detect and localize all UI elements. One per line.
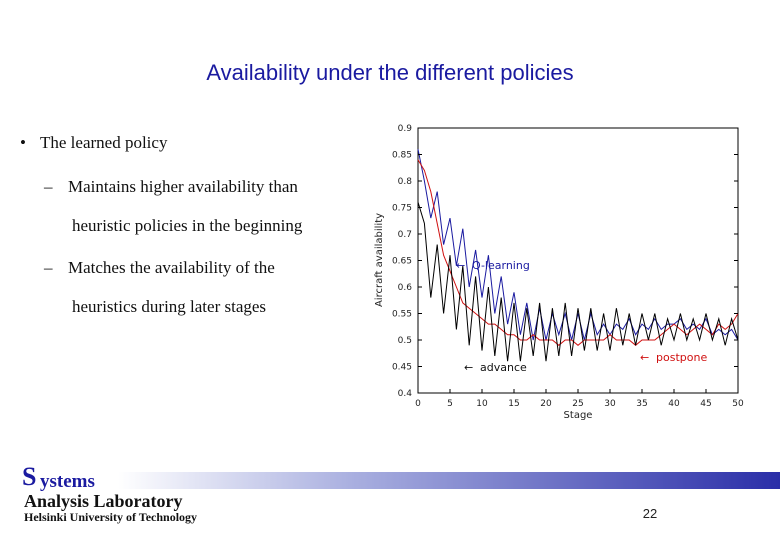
page-number: 22 bbox=[642, 506, 658, 521]
annotation-postpone-label: postpone bbox=[656, 351, 707, 364]
logo-word: ystems bbox=[40, 471, 95, 492]
y-tick-label: 0.65 bbox=[392, 257, 412, 267]
y-tick-label: 0.7 bbox=[398, 230, 412, 240]
arrow-left-icon: ← bbox=[464, 361, 473, 374]
y-axis-label: Aircraft availability bbox=[374, 213, 385, 307]
y-tick-label: 0.85 bbox=[392, 151, 412, 161]
lab-name: Analysis Laboratory bbox=[24, 491, 183, 511]
availability-chart: 0.4 0.45 0.5 0.55 0.6 0.65 0.7 0.75 0.8 0.85 0.9 0… bbox=[374, 124, 744, 421]
annotation-postpone: ← postpone bbox=[640, 351, 707, 364]
sub-bullet-2-line2: heuristics during later stages bbox=[72, 297, 267, 316]
x-tick-label: 10 bbox=[476, 399, 488, 409]
x-tick-label: 35 bbox=[636, 399, 647, 409]
dash-icon: – bbox=[44, 177, 53, 196]
y-tick-label: 0.6 bbox=[398, 283, 413, 293]
y-tick-label: 0.75 bbox=[392, 204, 412, 214]
series-line-q-learning bbox=[417, 149, 739, 341]
x-tick-label: 5 bbox=[447, 399, 453, 409]
x-tick-label: 0 bbox=[415, 399, 421, 409]
y-tick-label: 0.4 bbox=[398, 389, 413, 399]
annotation-q-learning-label: Q-learning bbox=[472, 259, 530, 272]
annotation-advance: ← advance bbox=[464, 361, 527, 374]
sub-bullet-2-line1: Matches the availability of the bbox=[68, 258, 275, 277]
annotation-q-learning: ← Q-learning bbox=[456, 259, 530, 272]
x-tick-label: 45 bbox=[700, 399, 711, 409]
x-tick-label: 20 bbox=[540, 399, 552, 409]
sub-bullet-1-line2: heuristic policies in the beginning bbox=[72, 216, 303, 235]
x-tick-label: 15 bbox=[508, 399, 519, 409]
arrow-left-icon: ← bbox=[456, 259, 465, 272]
bullet-list: • The learned policy – Maintains higher av… bbox=[0, 0, 360, 340]
dash-icon: – bbox=[44, 258, 53, 277]
footer-gradient-bar bbox=[118, 472, 780, 489]
logo-initial: S bbox=[22, 462, 37, 491]
y-tick-label: 0.55 bbox=[392, 310, 412, 320]
x-tick-label: 40 bbox=[668, 399, 680, 409]
x-tick-label: 25 bbox=[572, 399, 583, 409]
bullet-text: The learned policy bbox=[40, 133, 168, 152]
y-tick-label: 0.9 bbox=[398, 124, 413, 134]
bullet-dot-icon: • bbox=[20, 133, 26, 152]
sub-bullet-1: – Maintains higher availability than bbox=[44, 177, 298, 197]
y-tick-label: 0.5 bbox=[398, 336, 412, 346]
x-tick-label: 50 bbox=[732, 399, 744, 409]
y-tick-label: 0.45 bbox=[392, 363, 412, 373]
series-line-advance bbox=[417, 202, 739, 362]
sub-bullet-1-line1: Maintains higher availability than bbox=[68, 177, 298, 196]
x-tick-label: 30 bbox=[604, 399, 616, 409]
annotation-advance-label: advance bbox=[480, 361, 527, 374]
slide-title: Availability under the different policie… bbox=[206, 60, 574, 85]
university-name: Helsinki University of Technology bbox=[24, 510, 198, 524]
sub-bullet-2: – Matches the availability of the bbox=[44, 258, 275, 278]
plot-area bbox=[417, 127, 739, 394]
arrow-left-icon: ← bbox=[640, 351, 649, 364]
bullet-item: • The learned policy bbox=[20, 133, 167, 153]
x-axis-label: Stage bbox=[564, 410, 593, 421]
y-tick-label: 0.8 bbox=[398, 177, 413, 187]
